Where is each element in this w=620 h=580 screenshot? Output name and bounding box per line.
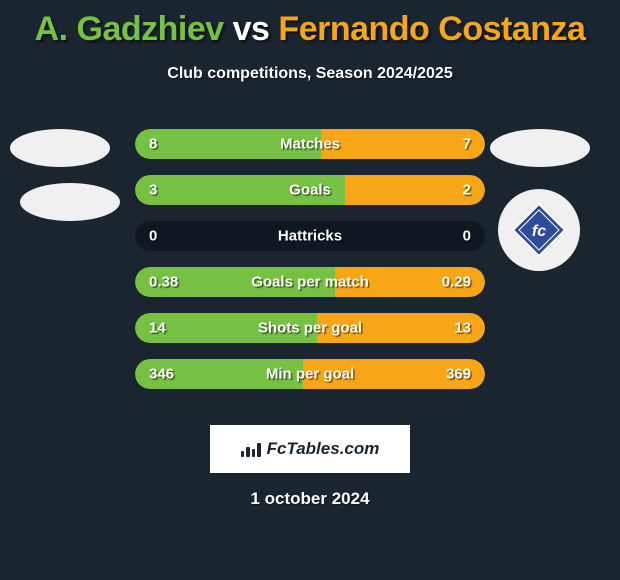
comparison-title: A. Gadzhiev vs Fernando Costanza	[0, 0, 620, 49]
stat-bar: 0.38 0.29 Goals per match	[135, 267, 485, 297]
stat-value-left: 346	[149, 366, 174, 383]
subtitle: Club competitions, Season 2024/2025	[0, 65, 620, 83]
stat-row: 346 369 Min per goal	[0, 351, 620, 397]
date-label: 1 october 2024	[0, 489, 620, 509]
stat-label: Min per goal	[266, 366, 354, 383]
stat-value-left: 0	[149, 228, 157, 245]
stat-value-left: 8	[149, 136, 157, 153]
stat-row: 14 13 Shots per goal	[0, 305, 620, 351]
stat-label: Matches	[280, 136, 340, 153]
stat-value-right: 7	[463, 136, 471, 153]
player2-name: Fernando Costanza	[278, 10, 585, 48]
stat-label: Hattricks	[278, 228, 342, 245]
stat-value-right: 369	[446, 366, 471, 383]
vs-text: vs	[233, 10, 270, 48]
stats-container: fc 87Matches32Goals00Hattricks0.380.29Go…	[0, 121, 620, 397]
fctables-logo: FcTables.com	[210, 425, 410, 473]
player1-name: A. Gadzhiev	[35, 10, 224, 48]
stat-label: Goals	[289, 182, 331, 199]
stat-bar: 3 2 Goals	[135, 175, 485, 205]
stat-value-left: 0.38	[149, 274, 178, 291]
stat-row: 3 2 Goals	[0, 167, 620, 213]
stat-row: 0 0 Hattricks	[0, 213, 620, 259]
stat-row: 0.38 0.29 Goals per match	[0, 259, 620, 305]
fctables-text: FcTables.com	[267, 439, 380, 459]
stat-value-left: 14	[149, 320, 166, 337]
stat-bar: 0 0 Hattricks	[135, 221, 485, 251]
bar-chart-icon	[241, 441, 261, 457]
stat-bar: 8 7 Matches	[135, 129, 485, 159]
stat-value-right: 0.29	[442, 274, 471, 291]
stat-value-left: 3	[149, 182, 157, 199]
stat-row: 8 7 Matches	[0, 121, 620, 167]
stat-bar: 346 369 Min per goal	[135, 359, 485, 389]
stat-bar: 14 13 Shots per goal	[135, 313, 485, 343]
stat-value-right: 0	[463, 228, 471, 245]
stat-value-right: 2	[463, 182, 471, 199]
stat-fill-right	[321, 129, 486, 159]
stat-value-right: 13	[454, 320, 471, 337]
stat-label: Goals per match	[251, 274, 369, 291]
stat-label: Shots per goal	[258, 320, 362, 337]
